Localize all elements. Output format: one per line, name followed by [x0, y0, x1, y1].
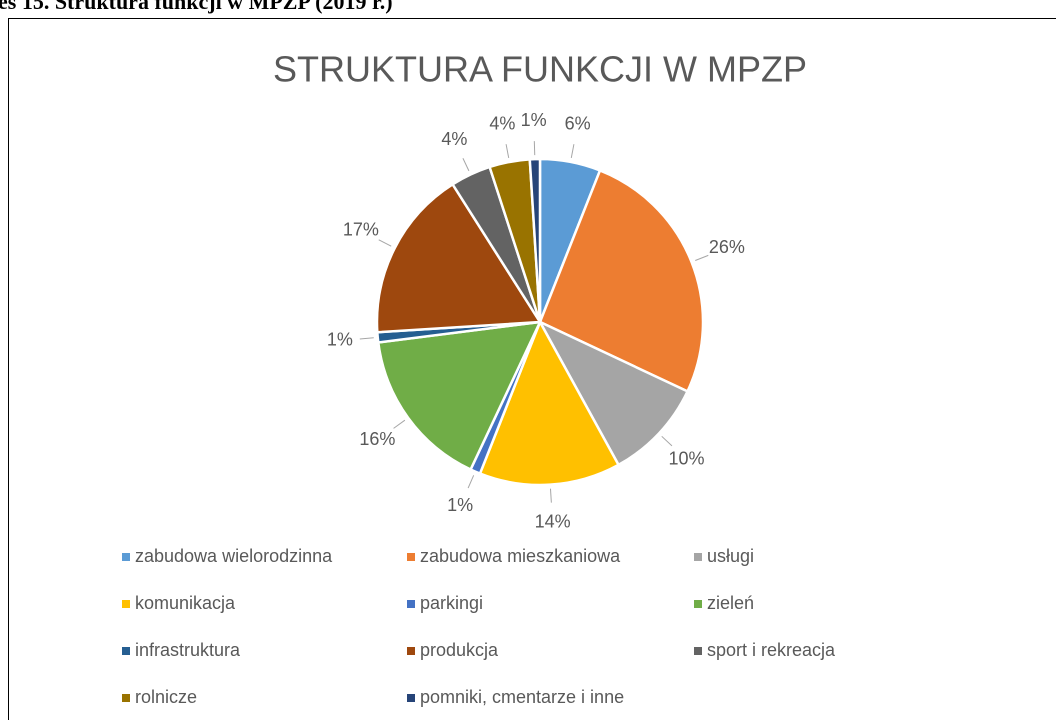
- leader-line: [695, 255, 708, 260]
- legend-label: sport i rekreacja: [707, 640, 836, 660]
- leader-line: [506, 144, 509, 158]
- legend-label: komunikacja: [135, 593, 236, 613]
- legend-swatch: [694, 647, 702, 655]
- data-label: 16%: [359, 429, 395, 449]
- legend-label: pomniki, cmentarze i inne: [420, 687, 624, 707]
- data-label: 1%: [521, 110, 547, 130]
- data-label: 4%: [441, 129, 467, 149]
- legend-swatch: [122, 694, 130, 702]
- caption: es 15. Struktura funkcji w MPZP (2019 r.…: [0, 0, 393, 14]
- legend-swatch: [407, 647, 415, 655]
- leader-line: [662, 436, 672, 446]
- legend-label: rolnicze: [135, 687, 197, 707]
- data-label: 14%: [535, 511, 571, 531]
- data-label: 1%: [447, 495, 473, 515]
- legend-swatch: [122, 600, 130, 608]
- data-label: 6%: [565, 113, 591, 133]
- leader-line: [379, 240, 391, 246]
- legend-swatch: [122, 647, 130, 655]
- legend-label: infrastruktura: [135, 640, 241, 660]
- data-label: 26%: [709, 237, 745, 257]
- legend-swatch: [407, 553, 415, 561]
- legend-label: zabudowa mieszkaniowa: [420, 546, 621, 566]
- legend-label: zabudowa wielorodzinna: [135, 546, 333, 566]
- chart-title: STRUKTURA FUNKCJI W MPZP: [273, 49, 807, 90]
- leader-line: [571, 144, 574, 158]
- leader-line: [463, 158, 469, 171]
- data-label: 4%: [489, 113, 515, 133]
- legend-label: zieleń: [707, 593, 754, 613]
- legend-label: parkingi: [420, 593, 483, 613]
- legend-swatch: [122, 553, 130, 561]
- legend-label: produkcja: [420, 640, 499, 660]
- legend-swatch: [694, 600, 702, 608]
- legend-swatch: [407, 600, 415, 608]
- leader-line: [360, 338, 374, 339]
- legend-label: usługi: [707, 546, 754, 566]
- leader-line: [550, 489, 551, 503]
- data-label: 17%: [343, 219, 379, 239]
- legend-swatch: [407, 694, 415, 702]
- leader-line: [394, 420, 405, 428]
- legend-swatch: [694, 553, 702, 561]
- data-label: 1%: [327, 330, 353, 350]
- data-label: 10%: [669, 448, 705, 468]
- leader-line: [468, 475, 474, 488]
